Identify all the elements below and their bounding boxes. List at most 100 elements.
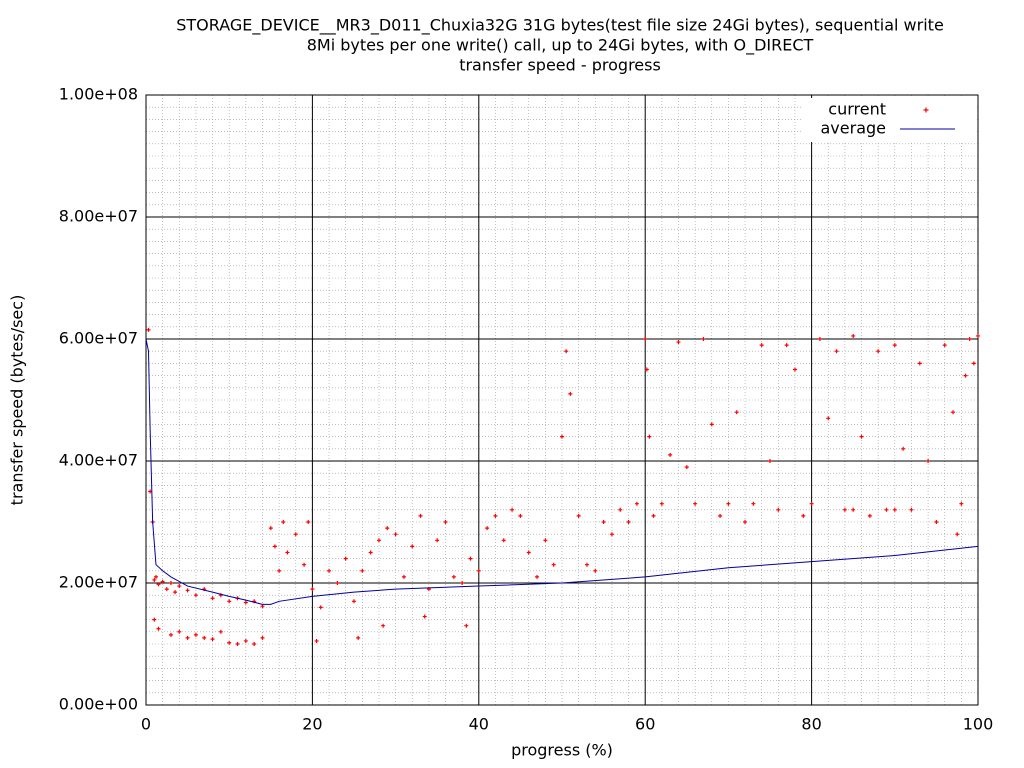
data-point [842, 507, 847, 512]
data-point [718, 513, 723, 518]
data-point [443, 520, 448, 524]
data-point [759, 343, 764, 348]
data-point [368, 550, 373, 555]
data-point [464, 623, 469, 628]
data-point [218, 629, 223, 634]
data-point [210, 596, 215, 601]
data-point [352, 599, 356, 604]
data-point [410, 544, 415, 549]
data-point [959, 501, 964, 506]
data-point [647, 434, 652, 439]
data-point [867, 513, 872, 518]
data-point [510, 507, 515, 512]
data-point [272, 544, 277, 549]
data-point [318, 605, 323, 610]
data-point [268, 526, 273, 531]
data-point [277, 568, 282, 573]
data-point [643, 337, 648, 341]
data-point [955, 532, 960, 537]
data-point [892, 507, 897, 512]
data-point [971, 361, 976, 366]
data-point [809, 501, 814, 506]
data-point [193, 593, 198, 598]
data-point [335, 581, 340, 585]
data-point [173, 590, 178, 595]
y-axis-label: transfer speed (bytes/sec) [8, 295, 27, 506]
x-tick-label: 60 [635, 715, 655, 734]
legend-label: average [821, 119, 887, 138]
data-point [460, 581, 465, 585]
data-point [543, 538, 548, 543]
data-point [210, 637, 215, 642]
data-point [243, 638, 248, 643]
data-point [314, 638, 319, 643]
data-point [252, 642, 257, 646]
x-tick-label: 0 [141, 715, 151, 734]
data-point [776, 507, 781, 512]
data-point [576, 513, 581, 518]
data-point [153, 574, 158, 579]
data-point [768, 459, 772, 463]
data-point [152, 577, 157, 582]
data-point [285, 550, 290, 555]
data-point [701, 337, 706, 341]
y-tick-label: 4.00e+07 [59, 451, 138, 470]
data-point [926, 459, 931, 463]
legend-label: current [828, 100, 886, 119]
data-point [418, 513, 423, 518]
data-point [310, 587, 315, 592]
x-axis-label: progress (%) [511, 741, 613, 760]
data-point [892, 343, 897, 348]
y-tick-label: 6.00e+07 [59, 329, 138, 348]
data-point [551, 562, 556, 567]
data-point [168, 581, 173, 585]
data-point [593, 568, 598, 573]
data-point [202, 635, 207, 640]
data-point [917, 361, 922, 366]
data-point [401, 574, 406, 579]
data-point [260, 635, 265, 640]
data-point [356, 635, 361, 640]
data-point [535, 574, 540, 579]
x-tick-label: 40 [469, 715, 489, 734]
data-point [152, 617, 157, 622]
data-point [177, 629, 182, 634]
data-point [909, 507, 914, 512]
data-point [876, 349, 881, 354]
data-point [168, 632, 173, 637]
data-point [659, 501, 664, 506]
y-tick-label: 1.00e+08 [59, 85, 138, 104]
data-point [185, 635, 190, 640]
chart-subtitle: transfer speed - progress [459, 56, 661, 75]
x-tick-label: 20 [302, 715, 322, 734]
data-point [967, 337, 972, 341]
data-point [435, 538, 440, 543]
data-point [381, 623, 386, 628]
data-point [518, 513, 523, 518]
data-point [360, 568, 365, 573]
data-point [485, 526, 490, 531]
legend-marker [923, 107, 929, 113]
data-point [851, 333, 856, 338]
data-point [851, 507, 856, 512]
data-point [751, 501, 756, 506]
x-tick-label: 80 [801, 715, 821, 734]
data-point [185, 588, 190, 593]
data-point [884, 507, 889, 512]
data-point [834, 349, 839, 354]
data-point [156, 582, 161, 587]
data-point [560, 434, 564, 439]
data-point [609, 532, 614, 537]
data-point [160, 579, 165, 584]
data-point [784, 343, 789, 348]
chart-subtitle: 8Mi bytes per one write() call, up to 24… [307, 36, 814, 56]
data-point [302, 562, 307, 567]
data-point [476, 568, 481, 573]
data-point [976, 333, 980, 338]
data-point [709, 422, 714, 427]
data-point [235, 642, 240, 646]
data-point [651, 513, 656, 518]
data-point [468, 556, 473, 561]
data-point [859, 434, 864, 439]
